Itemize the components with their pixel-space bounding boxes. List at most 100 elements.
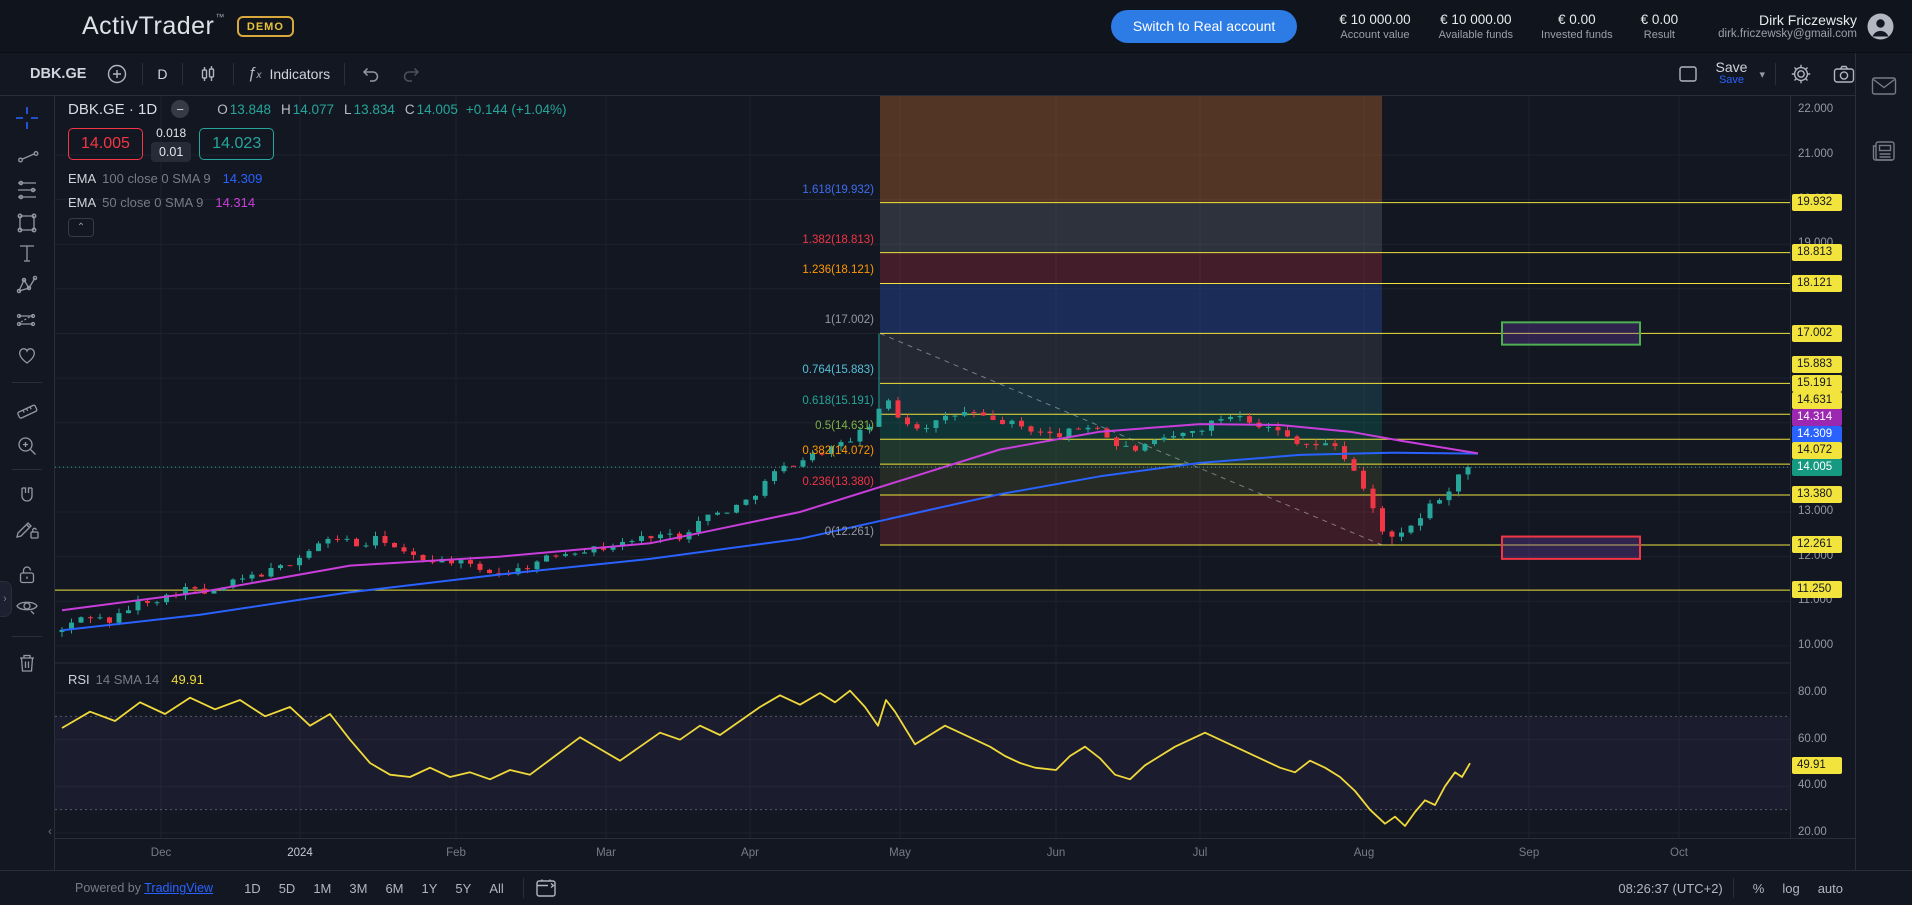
timeframe-button[interactable]: 5D — [278, 880, 296, 896]
trend-line-tool-button[interactable] — [10, 140, 44, 174]
news-icon — [1872, 141, 1895, 161]
timeframe-button[interactable]: 1M — [313, 880, 332, 896]
text-icon — [20, 245, 34, 262]
rsi-legend[interactable]: RSI 14 SMA 14 49.91 — [68, 672, 204, 687]
stat-label: Available funds — [1438, 28, 1514, 41]
ema100-line[interactable] — [61, 451, 1479, 632]
fib-retracement-tool-button[interactable] — [10, 173, 44, 207]
horizontal-lines[interactable] — [55, 202, 1790, 591]
ohlc-val: 13.848 — [229, 101, 271, 117]
shapes-tool-button[interactable] — [10, 206, 44, 240]
switch-to-real-account-button[interactable]: Switch to Real account — [1110, 9, 1298, 43]
price-axis[interactable]: ⚙ 22.00021.00020.00019.00018.00013.00012… — [1790, 96, 1855, 852]
clock-timezone-button[interactable]: 08:26:37 (UTC+2) — [1618, 880, 1723, 896]
price-tick: 22.000 — [1798, 103, 1834, 116]
fib-trend-line[interactable] — [879, 332, 1383, 546]
symbol-button[interactable]: DBK.GE — [30, 66, 87, 82]
rectangle-drawing[interactable] — [1501, 535, 1641, 560]
news-button[interactable] — [1866, 133, 1902, 169]
layout-select-button[interactable] — [1666, 59, 1710, 89]
heart-icon — [19, 348, 35, 364]
redo-icon — [403, 67, 420, 82]
magnet-tool-button[interactable] — [10, 479, 44, 513]
interval-button[interactable]: D — [157, 66, 168, 82]
text-tool-button[interactable] — [10, 236, 44, 270]
toolbar-expand-handle[interactable]: › — [0, 581, 12, 617]
date-label: 2024 — [287, 847, 313, 859]
indicators-button[interactable]: ƒx Indicators — [247, 65, 331, 82]
rsi-pane-handle[interactable]: ‹ — [48, 824, 52, 838]
legend-symbol-title[interactable]: DBK.GE · 1D — [68, 100, 158, 118]
account-stats: € 10 000.00 Account value € 10 000.00 Avail… — [1325, 12, 1692, 41]
crosshair-tool-button[interactable] — [10, 101, 44, 135]
date-axis[interactable]: Dec 2024 Feb Mar Apr May Jun Jul Aug Sep Oct — [55, 838, 1855, 870]
timeframe-button[interactable]: 1Y — [421, 880, 438, 896]
ohlc-val: 13.834 — [353, 101, 395, 117]
save-button[interactable]: Save Save — [1715, 59, 1748, 86]
price-badge: 14.072 — [1792, 441, 1842, 459]
save-menu-chevron[interactable]: ▾ — [1759, 68, 1765, 81]
sell-price-button[interactable]: 14.005 — [68, 128, 143, 160]
remove-drawings-button[interactable] — [10, 646, 44, 680]
indicator-row[interactable]: EMA 50 close 0 SMA 9 14.314 — [68, 195, 256, 210]
messages-button[interactable] — [1866, 68, 1902, 104]
stat-label: Invested funds — [1541, 28, 1613, 41]
undo-icon — [363, 67, 379, 82]
legend-collapse-icon[interactable]: − — [171, 100, 190, 118]
log-scale-button[interactable]: log — [1782, 880, 1800, 896]
avatar[interactable] — [1867, 13, 1894, 40]
percent-scale-button[interactable]: % — [1752, 880, 1765, 896]
hide-drawings-button[interactable] — [10, 590, 44, 624]
rsi-badge: 49.91 — [1792, 756, 1842, 774]
date-label: Oct — [1670, 847, 1688, 859]
drawing-mode-button[interactable] — [10, 511, 44, 545]
timeframe-button[interactable]: 1D — [244, 880, 261, 896]
goto-date-icon — [536, 879, 556, 897]
redo-button[interactable] — [391, 59, 433, 89]
pattern-tool-button[interactable] — [10, 268, 44, 302]
timeframe-button[interactable]: 5Y — [455, 880, 472, 896]
price-tick: 21.000 — [1798, 147, 1834, 160]
date-label: Aug — [1353, 847, 1375, 859]
rsi-tick: 20.00 — [1798, 825, 1827, 838]
timeframe-button[interactable]: 6M — [385, 880, 404, 896]
ohlc-key: L — [344, 101, 352, 117]
forecast-tool-button[interactable] — [10, 303, 44, 337]
date-label: Sep — [1518, 847, 1540, 859]
fx-icon: ƒx — [247, 65, 262, 82]
price-tick: 12.000 — [1798, 549, 1834, 562]
trademark: ™ — [215, 11, 225, 22]
price-badge: 15.883 — [1792, 355, 1842, 373]
lock-drawings-button[interactable] — [10, 558, 44, 592]
rectangle-drawing[interactable] — [1501, 321, 1641, 346]
rsi-line[interactable] — [61, 689, 1471, 827]
fib-retracement-icon — [18, 180, 36, 200]
legend-collapse-button[interactable]: ⌃ — [68, 218, 94, 237]
account-stat: € 0.00 Invested funds — [1541, 12, 1613, 41]
price-badge: 11.250 — [1792, 580, 1842, 598]
tradingview-link[interactable]: TradingView — [144, 881, 214, 895]
date-label: Dec — [150, 847, 172, 859]
goto-date-button[interactable] — [534, 877, 558, 899]
ohlc-key: O — [217, 101, 228, 117]
measure-tool-button[interactable] — [10, 391, 44, 425]
emoji-tool-button[interactable] — [10, 338, 44, 372]
timeframe-button[interactable]: All — [489, 880, 504, 896]
timeframe-button[interactable]: 3M — [349, 880, 368, 896]
spread-value: 0.018 — [156, 126, 187, 140]
compare-button[interactable] — [96, 59, 138, 89]
magnet-icon — [21, 487, 33, 502]
ema50-line[interactable] — [61, 423, 1479, 612]
zoom-in-tool-button[interactable] — [10, 429, 44, 463]
fib-bands[interactable] — [880, 96, 1382, 545]
settings-button[interactable] — [1780, 59, 1822, 89]
auto-scale-button[interactable]: auto — [1817, 880, 1843, 896]
indicator-row[interactable]: EMA 100 close 0 SMA 9 14.309 — [68, 171, 263, 186]
screenshot-button[interactable] — [1822, 59, 1866, 89]
user-block[interactable]: Dirk Friczewsky dirk.friczewsky@gmail.co… — [1718, 12, 1857, 40]
magnifier-plus-icon — [18, 437, 36, 455]
buy-price-button[interactable]: 14.023 — [199, 128, 275, 160]
chart-style-button[interactable] — [187, 59, 229, 89]
undo-button[interactable] — [349, 59, 391, 89]
